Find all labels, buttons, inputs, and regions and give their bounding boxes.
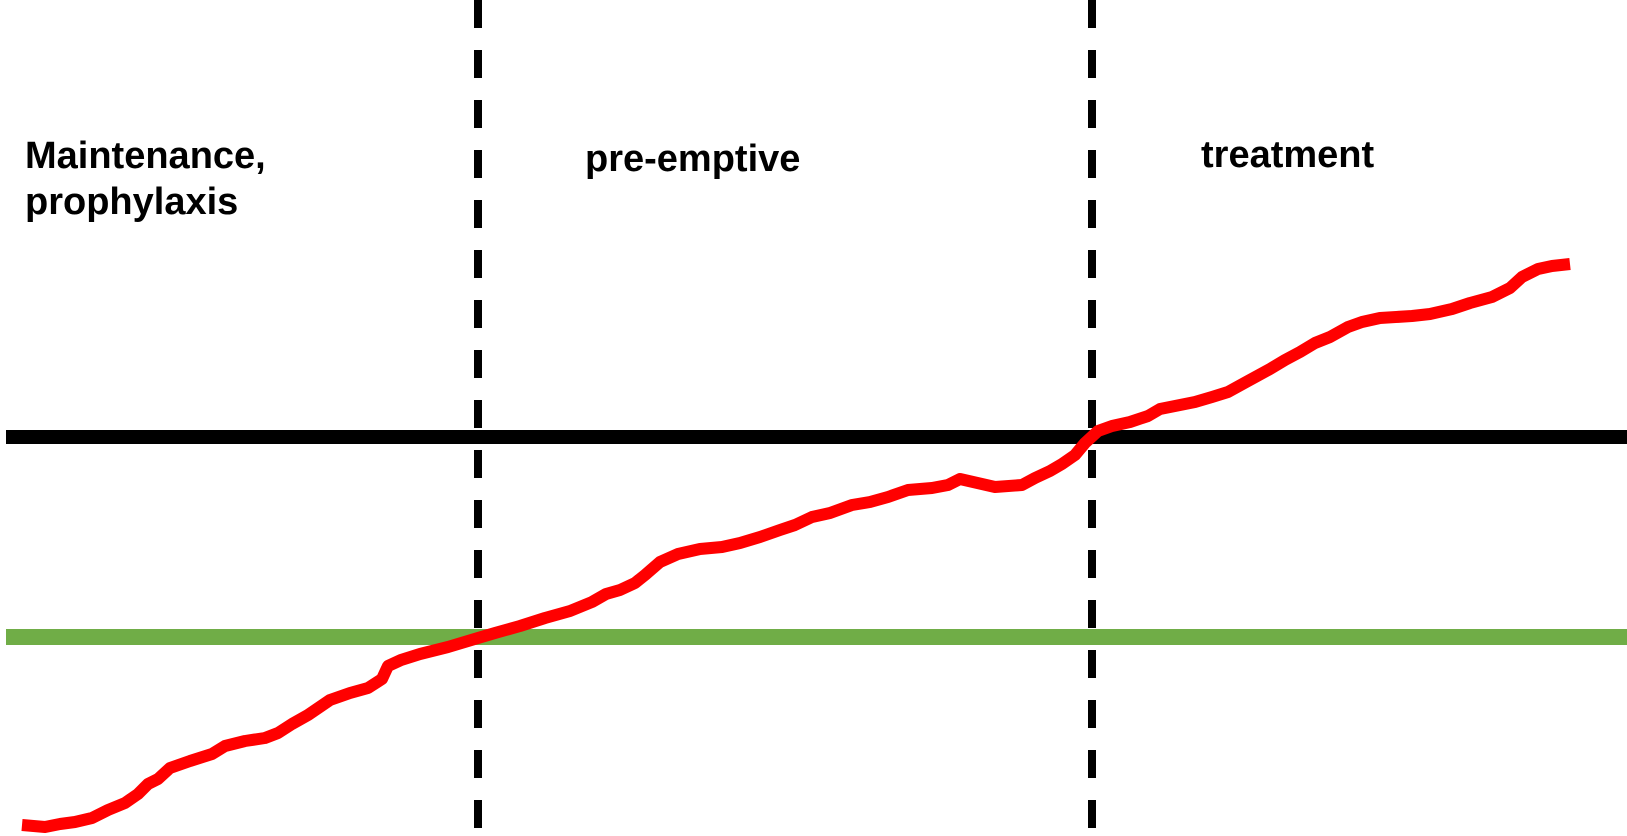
trend-curve [21,258,1571,833]
zone-label-treatment: treatment [1201,134,1375,176]
zone-label-maintenance: Maintenance, prophylaxis [25,135,266,223]
zone-label-pre-emptive: pre-emptive [585,138,801,180]
